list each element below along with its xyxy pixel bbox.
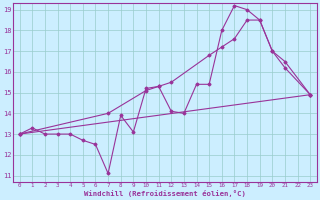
X-axis label: Windchill (Refroidissement éolien,°C): Windchill (Refroidissement éolien,°C) [84, 190, 246, 197]
